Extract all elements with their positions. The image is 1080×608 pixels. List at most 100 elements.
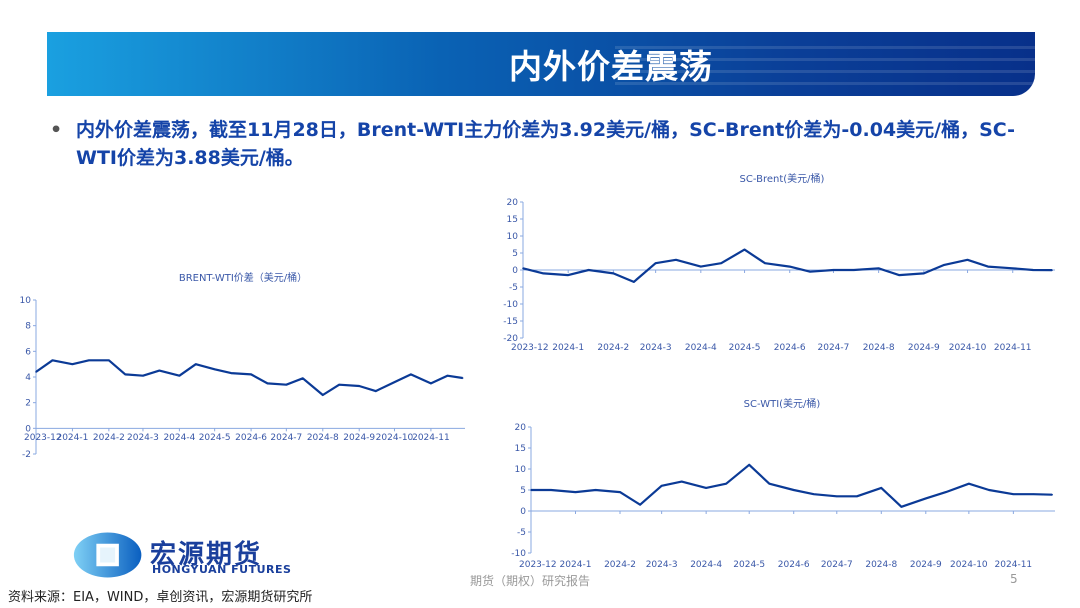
- data-point: [250, 373, 252, 376]
- data-point: [813, 493, 815, 496]
- data-point: [705, 487, 707, 489]
- x-tick-label: 2024-10: [949, 343, 987, 353]
- data-point: [430, 382, 432, 385]
- data-point: [374, 390, 377, 392]
- series-line: [531, 463, 1053, 508]
- x-tick-label: 2024-2: [604, 560, 636, 570]
- data-point: [660, 485, 663, 487]
- x-tick-label: 2024-9: [910, 560, 942, 570]
- data-point: [743, 248, 746, 251]
- data-point: [968, 482, 970, 485]
- y-tick-label: 8: [25, 322, 31, 332]
- data-point: [988, 489, 990, 491]
- data-point: [725, 482, 728, 485]
- data-point: [410, 373, 412, 376]
- data-point: [853, 269, 855, 271]
- y-tick-label: 0: [520, 507, 526, 517]
- data-point: [880, 487, 883, 489]
- x-tick-label: 2024-10: [376, 433, 414, 443]
- data-point: [700, 265, 702, 268]
- x-tick-label: 2024-9: [343, 433, 375, 443]
- x-tick-label: 2024-8: [863, 343, 895, 353]
- data-point: [900, 506, 903, 508]
- data-point: [542, 272, 545, 275]
- data-point: [1051, 493, 1053, 496]
- data-point: [71, 363, 74, 365]
- data-point: [550, 489, 552, 491]
- chart-1: SC-Brent(美元/桶) -20 -15 -10 -5 0 5 10 15 20 2023-12…: [503, 172, 1055, 353]
- data-point: [764, 262, 766, 265]
- x-tick-label: 2024-4: [690, 560, 722, 570]
- data-point: [358, 385, 361, 387]
- x-tick-label: 2024-6: [235, 433, 267, 443]
- x-tick-label: 2024-1: [560, 560, 592, 570]
- footer-text: 期货（期权）研究报告: [470, 574, 591, 588]
- y-tick-label: -20: [503, 334, 518, 344]
- source-note: 资料来源：EIA，WIND，卓创资讯，宏源期货研究所: [8, 590, 313, 605]
- x-tick-label: 2024-2: [597, 343, 629, 353]
- x-tick-label: 2024-8: [307, 433, 339, 443]
- data-point: [619, 491, 621, 493]
- data-point: [88, 359, 90, 362]
- data-point: [574, 491, 577, 493]
- data-point: [832, 269, 835, 271]
- bullet-dot: •: [50, 119, 63, 141]
- hongyuan-logo-icon: [73, 532, 142, 578]
- data-point: [612, 272, 615, 275]
- data-point: [1012, 493, 1015, 496]
- y-tick-label: 15: [515, 444, 526, 454]
- y-tick-label: 5: [512, 249, 518, 259]
- x-tick-label: 2024-11: [994, 343, 1032, 353]
- data-point: [530, 489, 532, 491]
- data-point: [835, 495, 838, 498]
- x-tick-label: 2024-11: [995, 560, 1033, 570]
- page-title: 内外价差震荡: [509, 47, 713, 86]
- data-point: [748, 464, 751, 466]
- x-tick-label: 2024-5: [733, 560, 765, 570]
- data-point: [987, 265, 989, 268]
- chart-2: SC-WTI(美元/桶) -10 -5 0 5 10 15 20 2023-12 2024-1 20…: [511, 397, 1055, 570]
- data-point: [594, 489, 597, 491]
- data-point: [461, 377, 464, 379]
- y-tick-label: 2: [25, 399, 31, 409]
- y-tick-label: 10: [20, 296, 32, 306]
- data-point: [158, 369, 161, 372]
- x-tick-label: 2023-12: [519, 560, 557, 570]
- data-point: [856, 495, 858, 498]
- data-point: [792, 489, 795, 491]
- data-point: [1011, 267, 1014, 270]
- data-point: [877, 267, 880, 270]
- summary-text: 内外价差震荡，截至11月28日，Brent-WTI主力价差为3.92美元/桶，S…: [76, 119, 1016, 169]
- chart-title: SC-Brent(美元/桶): [740, 172, 825, 185]
- data-point: [768, 482, 771, 485]
- data-point: [302, 377, 304, 380]
- y-tick-label: -5: [509, 283, 518, 293]
- x-tick-label: 2024-1: [552, 343, 584, 353]
- x-tick-label: 2024-1: [56, 433, 88, 443]
- data-point: [632, 281, 635, 283]
- data-point: [966, 259, 969, 261]
- y-tick-label: 20: [507, 198, 519, 208]
- logo-english: HONGYUAN FUTURES: [152, 563, 292, 576]
- y-tick-label: -2: [22, 450, 31, 460]
- data-point: [1032, 493, 1035, 496]
- data-point: [945, 491, 947, 493]
- x-tick-label: 2024-4: [163, 433, 195, 443]
- data-point: [213, 368, 216, 371]
- data-point: [285, 383, 288, 386]
- x-tick-label: 2024-8: [865, 560, 897, 570]
- data-point: [446, 374, 449, 377]
- y-tick-label: 10: [507, 232, 519, 242]
- data-point: [1032, 269, 1034, 271]
- data-point: [567, 274, 569, 276]
- y-tick-label: -5: [517, 528, 526, 538]
- x-tick-label: 2024-7: [821, 560, 853, 570]
- x-tick-label: 2024-4: [685, 343, 717, 353]
- data-point: [321, 394, 324, 396]
- x-tick-label: 2024-3: [640, 343, 672, 353]
- y-tick-label: -10: [503, 300, 518, 310]
- data-point: [680, 480, 683, 483]
- y-tick-label: 0: [512, 266, 518, 276]
